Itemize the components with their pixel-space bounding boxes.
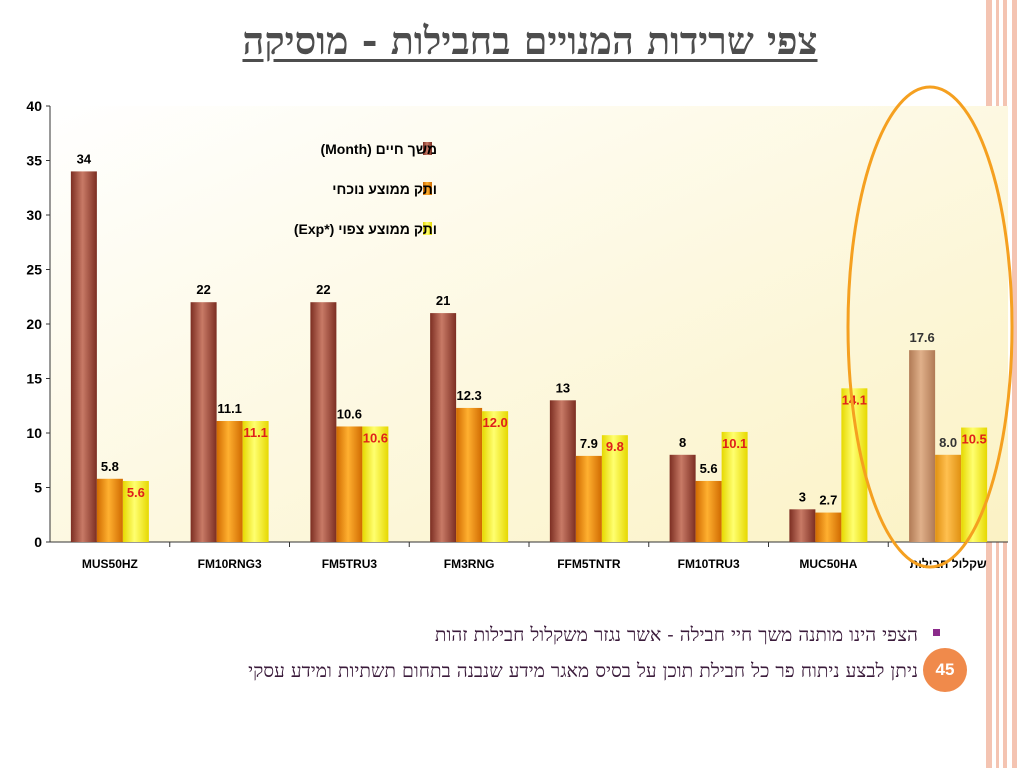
data-label: 22 <box>316 282 330 297</box>
x-tick-label: שקלול חבילות <box>910 557 987 571</box>
data-label: 12.0 <box>482 415 507 430</box>
data-label: 5.8 <box>101 459 119 474</box>
x-tick-label: FM10TRU3 <box>678 557 740 571</box>
highlight-ellipse <box>846 85 1014 569</box>
legend-label: ותק ממוצע נוכחי <box>332 181 437 197</box>
legend-swatch <box>423 182 432 195</box>
bar-expected <box>482 411 509 542</box>
bar-current <box>96 478 123 542</box>
data-label: 22 <box>196 282 210 297</box>
bar-current <box>216 421 243 542</box>
legend-swatch <box>423 222 432 235</box>
bar-month <box>669 454 696 542</box>
data-label: 13 <box>556 380 570 395</box>
bar-current <box>815 512 842 542</box>
bar-month <box>789 509 816 542</box>
data-label: 2.7 <box>819 493 837 508</box>
bar-month <box>909 350 936 542</box>
bar-current <box>336 426 363 542</box>
data-label: 21 <box>436 293 450 308</box>
side-stripe-4 <box>1012 0 1017 768</box>
slide-title: צפי שרידות המנויים בחבילות - מוסיקה <box>242 18 818 63</box>
x-tick-label: MUC50HA <box>799 557 857 571</box>
bar-current <box>456 407 483 542</box>
x-tick-label: FM10RNG3 <box>198 557 262 571</box>
data-label: 9.8 <box>606 439 624 454</box>
data-label: 8.0 <box>939 435 957 450</box>
y-tick-label: 25 <box>26 262 42 278</box>
data-label: 14.1 <box>842 392 867 407</box>
y-tick-label: 15 <box>26 371 42 387</box>
bar-expected <box>961 427 988 542</box>
y-tick-label: 20 <box>26 316 42 332</box>
data-label: 34 <box>77 151 92 166</box>
bar-month <box>430 313 457 542</box>
data-label: 5.6 <box>700 461 718 476</box>
bar-month <box>190 302 217 542</box>
x-tick-label: FM5TRU3 <box>322 557 378 571</box>
bar-month <box>70 171 97 542</box>
bar-expected <box>721 431 748 542</box>
bar-expected <box>122 480 149 542</box>
page-number-badge: 45 <box>923 648 967 692</box>
y-tick-label: 10 <box>26 425 42 441</box>
y-tick-label: 0 <box>34 534 42 550</box>
data-label: 10.6 <box>363 430 388 445</box>
data-label: 10.6 <box>337 406 362 421</box>
bar-expected <box>362 426 389 542</box>
bar-chart: 0 5 10 15 20 25 30 35 40 MUS50HZ FM10RNG3 FM5TRU3 FM… <box>26 85 1014 571</box>
data-label: 5.6 <box>127 485 145 500</box>
y-tick-label: 35 <box>26 153 42 169</box>
bullet-list: הצפי הינו מותנה משך חיי חבילה - אשר נגזר… <box>60 620 940 692</box>
x-tick-label: FM3RNG <box>444 557 495 571</box>
bar-current <box>575 455 602 542</box>
data-label: 17.6 <box>909 330 934 345</box>
bullet-text: הצפי הינו מותנה משך חיי חבילה - אשר נגזר… <box>434 624 918 646</box>
data-label: 11.1 <box>217 401 242 416</box>
bullet-item: הצפי הינו מותנה משך חיי חבילה - אשר נגזר… <box>60 620 940 650</box>
data-label: 8 <box>679 435 686 450</box>
bullet-text: ניתן לבצע ניתוח פר כל חבילת תוכן על בסיס… <box>248 660 918 682</box>
data-label: 11.1 <box>243 425 268 440</box>
x-tick-label: FFM5TNTR <box>557 557 621 571</box>
legend-label: ותק ממוצע צפוי (*Exp) <box>294 221 437 237</box>
bar-current <box>695 480 722 542</box>
data-label: 3 <box>799 489 806 504</box>
bullet-item: ניתן לבצע ניתוח פר כל חבילת תוכן על בסיס… <box>60 656 940 686</box>
bar-current <box>935 454 962 542</box>
data-label: 10.1 <box>722 436 747 451</box>
bar-month <box>549 400 576 542</box>
bar-expected <box>601 435 628 542</box>
bar-month <box>310 302 337 542</box>
legend-label: משך חיים (Month) <box>320 141 437 157</box>
y-tick-label: 40 <box>26 98 42 114</box>
y-tick-label: 5 <box>34 480 42 496</box>
data-label: 10.5 <box>961 432 986 447</box>
legend-swatch <box>423 142 432 155</box>
data-label: 7.9 <box>580 436 598 451</box>
bullet-square-icon <box>933 629 940 636</box>
data-label: 12.3 <box>456 388 481 403</box>
y-tick-label: 30 <box>26 207 42 223</box>
x-tick-label: MUS50HZ <box>82 557 138 571</box>
bar-expected <box>242 421 269 542</box>
